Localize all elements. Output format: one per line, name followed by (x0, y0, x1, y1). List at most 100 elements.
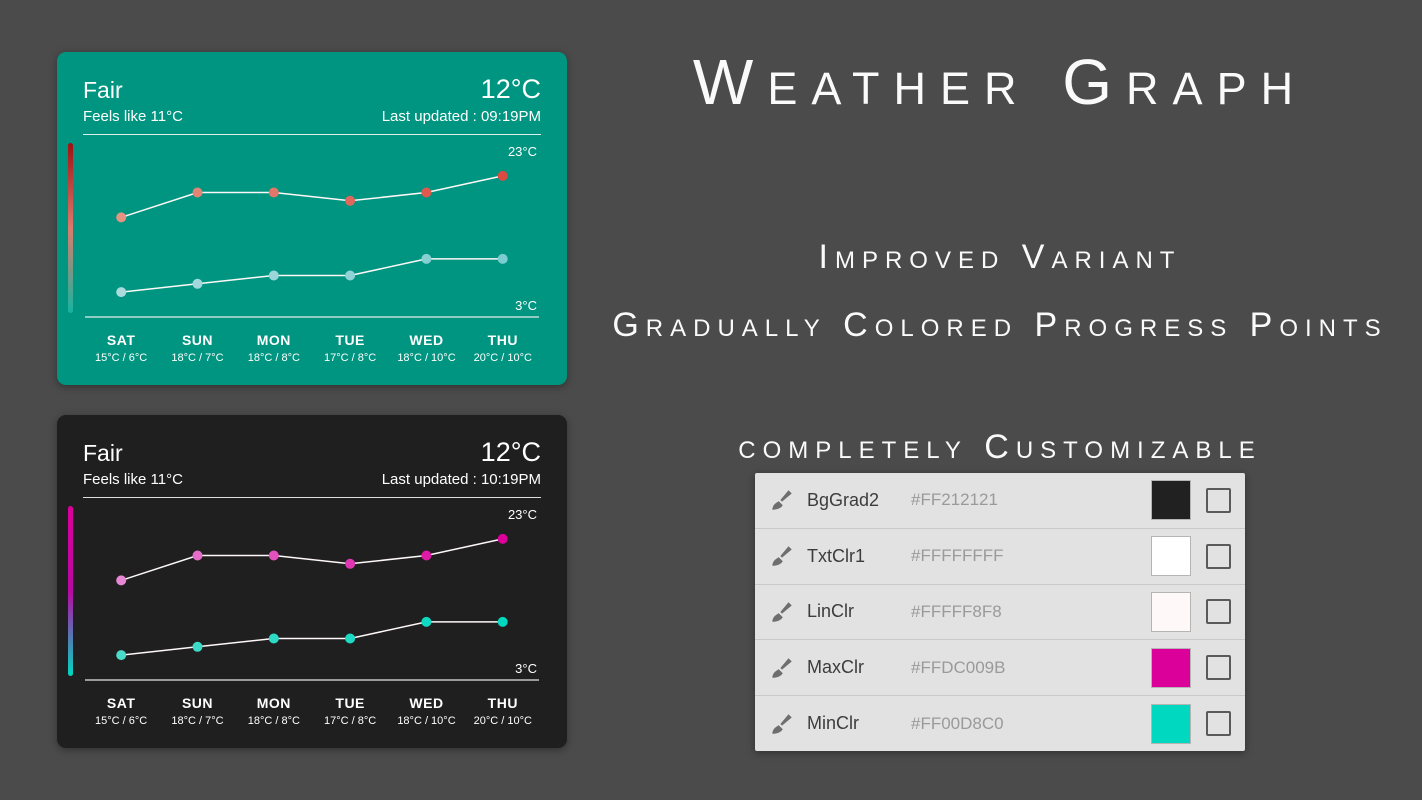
feature-line-customizable: completely Customizable (738, 428, 1262, 466)
day-name: SUN (181, 695, 214, 711)
color-swatch[interactable] (1151, 480, 1191, 521)
widget-subheader: Feels like 11°C Last updated : 09:19PM (83, 108, 541, 125)
paintbrush-icon (772, 713, 792, 734)
paintbrush-icon (772, 546, 792, 566)
day-temps: 15°C / 6°C (95, 715, 148, 727)
chart-area: 23°C 3°C (68, 500, 541, 695)
svg-text:23°C: 23°C (508, 507, 537, 522)
forecast-days-row: SAT 15°C / 6°C SUN 18°C / 7°C MON 18°C / 8°… (83, 332, 541, 364)
widget-subheader: Feels like 11°C Last updated : 10:19PM (83, 471, 541, 488)
condition-label: Fair (83, 440, 123, 466)
day-name: WED (409, 695, 444, 711)
last-updated-label: Last updated : 09:19PM (381, 108, 541, 125)
day-temps: 18°C / 7°C (171, 352, 224, 364)
setting-hex-value: #FFDC009B (911, 657, 1006, 677)
day-temps: 18°C / 10°C (397, 352, 456, 364)
setting-hex-value: #FF212121 (911, 490, 998, 510)
current-temp: 12°C (480, 74, 541, 104)
day-column: SUN 18°C / 7°C (159, 695, 235, 727)
setting-checkbox[interactable] (1206, 599, 1231, 625)
setting-checkbox[interactable] (1206, 655, 1231, 681)
setting-row-txtclr1[interactable]: TxtClr1 #FFFFFFFF (755, 529, 1245, 585)
gradient-bar (68, 143, 73, 313)
setting-row-bggrad2[interactable]: BgGrad2 #FF212121 (755, 473, 1245, 529)
paintbrush-icon (772, 602, 792, 622)
setting-checkbox[interactable] (1206, 543, 1231, 569)
setting-hex-value: #FFFFFFFF (911, 546, 1004, 566)
day-column: WED 18°C / 10°C (388, 695, 464, 727)
weather-widget-teal[interactable]: Fair 12°C Feels like 11°C Last updated :… (57, 52, 567, 385)
setting-label: MaxClr (807, 657, 864, 678)
day-name: THU (487, 695, 518, 711)
setting-label: MinClr (807, 713, 859, 734)
day-name: SAT (106, 332, 136, 348)
day-name: THU (487, 332, 518, 348)
day-temps: 18°C / 7°C (171, 715, 224, 727)
day-name: TUE (335, 332, 365, 348)
day-column: TUE 17°C / 8°C (312, 695, 388, 727)
day-name: TUE (335, 695, 365, 711)
setting-hex-value: #FFFFF8F8 (911, 601, 1002, 621)
color-swatch[interactable] (1151, 703, 1191, 744)
chart-area: 23°C 3°C (68, 137, 541, 332)
temperature-line-chart: 23°C 3°C (85, 144, 539, 318)
day-name: SAT (106, 695, 136, 711)
setting-hex-value: #FF00D8C0 (911, 713, 1004, 733)
day-temps: 17°C / 8°C (324, 715, 377, 727)
day-column: THU 20°C / 10°C (465, 695, 541, 727)
day-column: THU 20°C / 10°C (465, 332, 541, 364)
day-column: WED 18°C / 10°C (388, 332, 464, 364)
weather-widget-dark[interactable]: Fair 12°C Feels like 11°C Last updated :… (57, 415, 567, 748)
paintbrush-icon (772, 658, 792, 678)
feature-line-improved-variant: Improved Variant (818, 238, 1182, 276)
current-temp: 12°C (480, 437, 541, 467)
day-temps: 20°C / 10°C (473, 715, 532, 727)
setting-row-minclr[interactable]: MinClr #FF00D8C0 (755, 696, 1245, 751)
day-temps: 17°C / 8°C (324, 352, 377, 364)
widget-header: Fair 12°C (83, 437, 541, 468)
forecast-days-row: SAT 15°C / 6°C SUN 18°C / 7°C MON 18°C / 8°… (83, 695, 541, 727)
widget-header: Fair 12°C (83, 74, 541, 105)
header-divider (83, 134, 541, 135)
day-temps: 18°C / 8°C (247, 352, 300, 364)
day-temps: 15°C / 6°C (95, 352, 148, 364)
day-column: SAT 15°C / 6°C (83, 332, 159, 364)
day-temps: 20°C / 10°C (473, 352, 532, 364)
gradient-bar (68, 506, 73, 676)
feels-like-label: Feels like 11°C (83, 471, 183, 488)
day-name: SUN (181, 332, 214, 348)
temperature-line-chart: 23°C 3°C (85, 507, 539, 681)
setting-checkbox[interactable] (1206, 487, 1231, 513)
svg-text:23°C: 23°C (508, 144, 537, 159)
setting-row-linclr[interactable]: LinClr #FFFFF8F8 (755, 585, 1245, 641)
day-name: WED (409, 332, 444, 348)
feels-like-label: Feels like 11°C (83, 108, 183, 125)
day-name: MON (256, 695, 291, 711)
color-swatch[interactable] (1151, 536, 1191, 577)
setting-checkbox[interactable] (1206, 711, 1231, 737)
day-column: MON 18°C / 8°C (236, 695, 312, 727)
condition-label: Fair (83, 77, 123, 103)
setting-label: TxtClr1 (807, 545, 865, 566)
header-divider (83, 497, 541, 498)
color-swatch[interactable] (1151, 591, 1191, 632)
day-name: MON (256, 332, 291, 348)
day-temps: 18°C / 8°C (247, 715, 300, 727)
color-settings-panel: BgGrad2 #FF212121 TxtClr1 #FFFFFFFF LinC… (755, 473, 1245, 751)
day-column: SAT 15°C / 6°C (83, 695, 159, 727)
feature-line-gradual-points: Gradually Colored Progress Points (612, 306, 1388, 344)
svg-text:3°C: 3°C (515, 298, 537, 313)
setting-row-maxclr[interactable]: MaxClr #FFDC009B (755, 640, 1245, 697)
day-column: TUE 17°C / 8°C (312, 332, 388, 364)
paintbrush-icon (772, 490, 792, 511)
setting-label: LinClr (807, 601, 855, 622)
last-updated-label: Last updated : 10:19PM (381, 471, 541, 488)
color-swatch[interactable] (1151, 647, 1191, 688)
day-temps: 18°C / 10°C (397, 715, 456, 727)
svg-text:3°C: 3°C (515, 661, 537, 676)
day-column: SUN 18°C / 7°C (159, 332, 235, 364)
setting-label: BgGrad2 (807, 489, 880, 510)
day-column: MON 18°C / 8°C (236, 332, 312, 364)
app-title: Weather Graph (692, 46, 1308, 118)
